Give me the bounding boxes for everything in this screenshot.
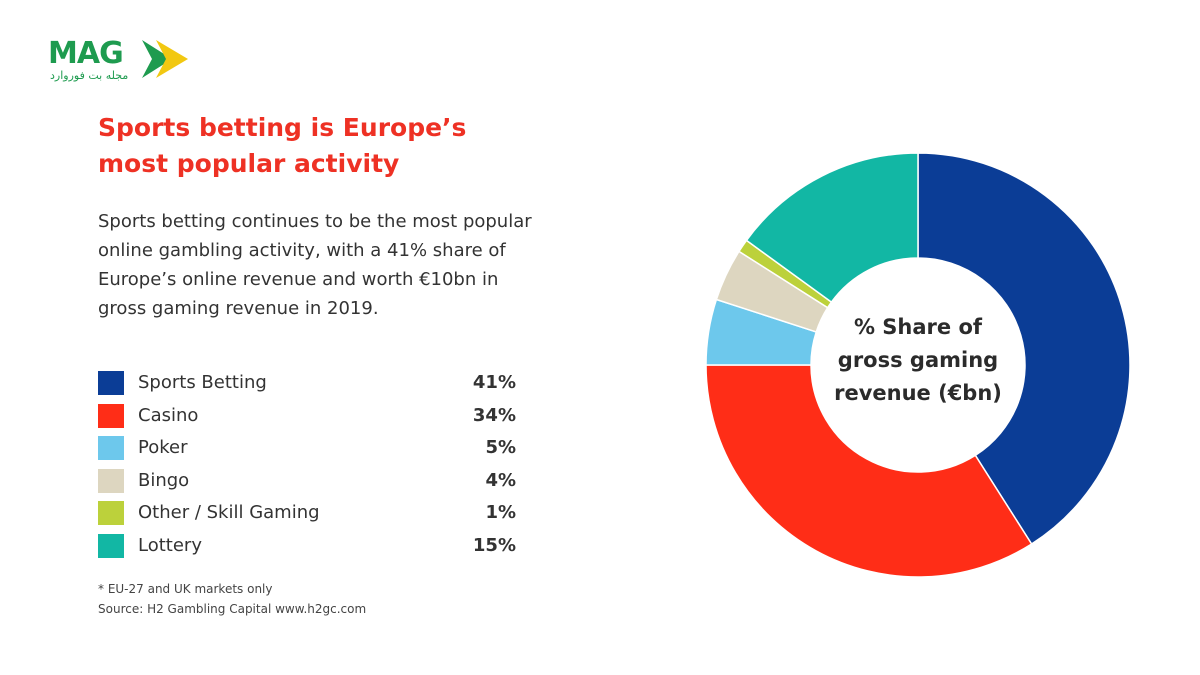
legend-swatch xyxy=(98,501,124,526)
source-note: Source: H2 Gambling Capital www.h2gc.com xyxy=(98,602,367,616)
legend-item: Casino 34% xyxy=(98,402,518,435)
donut-chart xyxy=(705,152,1131,578)
legend-value: 4% xyxy=(485,469,516,491)
legend-swatch xyxy=(98,403,124,428)
legend-label: Poker xyxy=(138,437,188,459)
legend-item: Poker 5% xyxy=(98,434,518,467)
legend-item: Bingo 4% xyxy=(98,467,518,500)
slice-lottery xyxy=(745,152,919,304)
slice-casino xyxy=(705,364,1033,578)
legend-swatch xyxy=(98,436,124,461)
legend-value: 41% xyxy=(472,372,516,393)
center-title-line-3: revenue (€bn) xyxy=(834,381,1002,405)
brand-logo[interactable]: MAG مجله بت فوروارد xyxy=(48,38,198,88)
legend-label: Bingo xyxy=(138,469,190,491)
legend-item: Lottery 15% xyxy=(98,532,518,565)
legend-value: 15% xyxy=(472,534,516,556)
legend-label: Other / Skill Gaming xyxy=(138,502,320,524)
legend-item: Sports Betting 41% xyxy=(98,369,518,402)
center-title-line-1: % Share of xyxy=(853,315,983,339)
slice-sports-betting xyxy=(917,152,1131,546)
legend-value: 34% xyxy=(472,404,516,426)
logo-wordmark: MAG xyxy=(48,36,124,71)
center-title-line-2: gross gaming xyxy=(837,348,999,372)
intro-paragraph: Sports betting continues to be the most … xyxy=(98,211,532,319)
legend-item: Other / Skill Gaming 1% xyxy=(98,499,518,532)
legend-label: Casino xyxy=(138,404,199,426)
chart-center-title: % Share of gross gaming revenue (€bn) xyxy=(818,311,1018,410)
legend-label: Lottery xyxy=(138,534,202,556)
play-arrow-icon xyxy=(142,40,188,78)
logo-subtitle: مجله بت فوروارد xyxy=(50,69,129,82)
legend-swatch xyxy=(98,468,124,493)
legend-swatch xyxy=(98,371,124,395)
chart-legend: Sports Betting 41% Casino 34% Poker 5% Bingo 4%… xyxy=(98,369,518,565)
legend-value: 5% xyxy=(485,437,516,459)
legend-value: 1% xyxy=(485,502,516,524)
headline: Sports betting is Europe’s most popular … xyxy=(98,113,467,178)
legend-label: Sports Betting xyxy=(138,372,267,393)
legend-swatch xyxy=(98,533,124,558)
footnote: * EU-27 and UK markets only xyxy=(98,582,273,596)
donut-slices xyxy=(705,152,1131,578)
